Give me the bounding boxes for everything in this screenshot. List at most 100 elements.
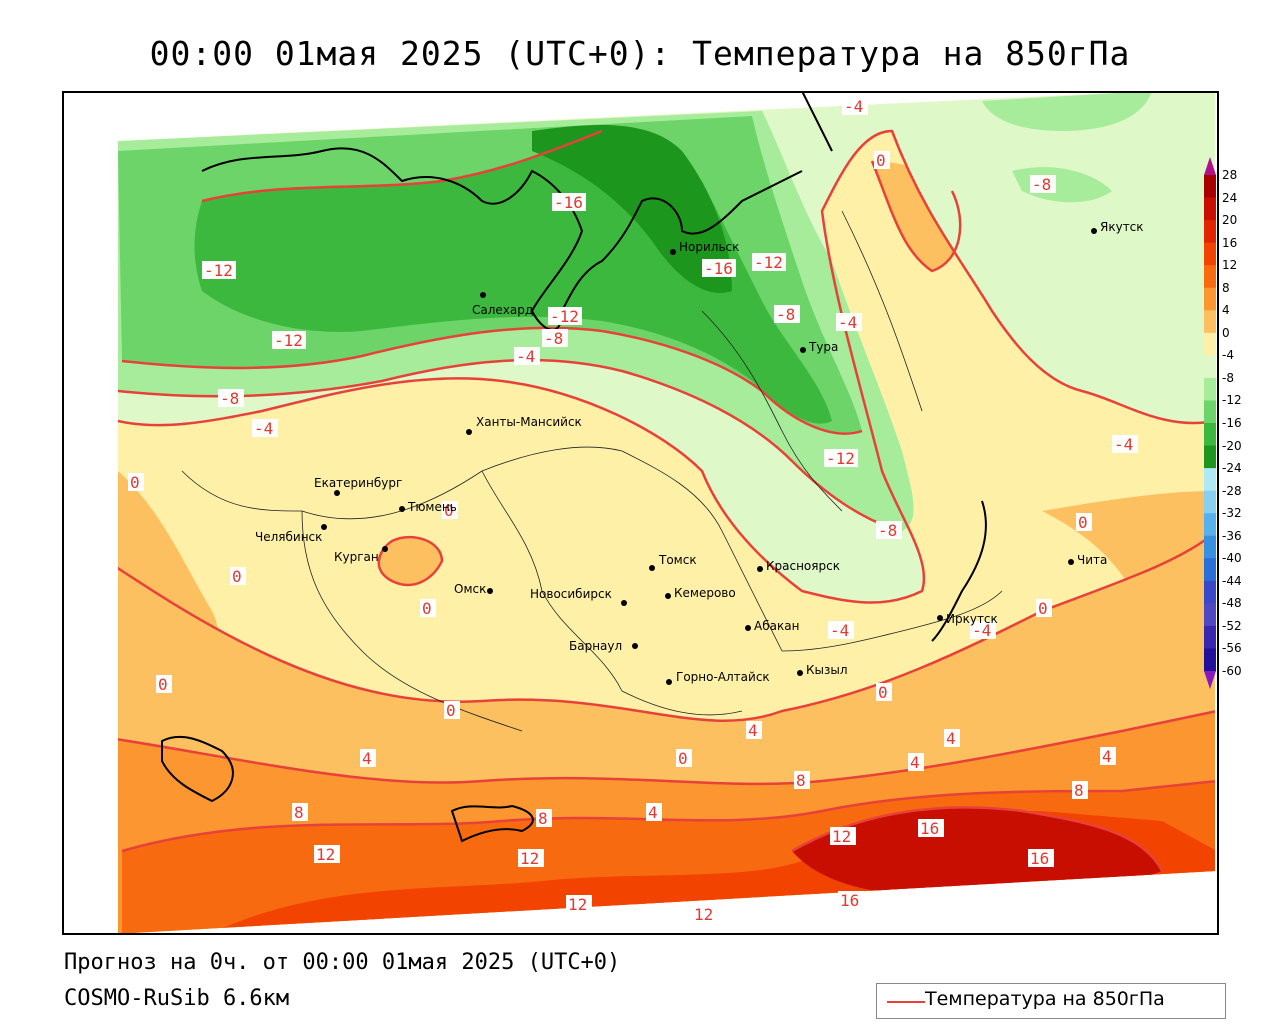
isoline-label: -16 — [702, 259, 736, 278]
svg-text:-8: -8 — [1032, 175, 1051, 194]
isoline-label: -12 — [548, 307, 582, 326]
svg-text:16: 16 — [840, 891, 859, 910]
city-norilsk: Норильск — [670, 240, 739, 255]
svg-text:0: 0 — [130, 473, 140, 492]
city-kyzyl: Кызыл — [797, 663, 848, 677]
isoline-label: 12 — [830, 827, 856, 846]
svg-text:8: 8 — [294, 803, 304, 822]
colorbar-tick-label: -48 — [1222, 596, 1242, 611]
legend-line — [887, 1001, 925, 1003]
svg-text:0: 0 — [1078, 513, 1088, 532]
isoline-label: 12 — [692, 905, 718, 924]
city-abakan: Абакан — [745, 619, 799, 633]
svg-text:-12: -12 — [826, 449, 855, 468]
svg-text:-8: -8 — [220, 389, 239, 408]
isoline-label: -4 — [1112, 435, 1138, 454]
cities: Якутск Норильск Салехард Тура Ханты-Манс… — [255, 220, 1144, 685]
svg-text:Омск: Омск — [454, 582, 486, 596]
city-kurgan: Курган — [334, 546, 388, 564]
svg-text:-4: -4 — [838, 313, 857, 332]
isoline-label: -4 — [842, 97, 868, 116]
svg-text:Екатеринбург: Екатеринбург — [314, 476, 402, 490]
isoline-label: 0 — [1076, 513, 1092, 532]
svg-text:16: 16 — [1030, 849, 1049, 868]
svg-text:Салехард: Салехард — [472, 303, 533, 317]
svg-text:12: 12 — [694, 905, 713, 924]
isoline-label: 0 — [874, 151, 890, 170]
colorbar-cell — [1204, 648, 1216, 672]
svg-text:0: 0 — [678, 749, 688, 768]
isoline-label: 8 — [794, 771, 810, 790]
colorbar-cell — [1204, 558, 1216, 582]
colorbar-cell — [1204, 332, 1216, 356]
svg-text:-16: -16 — [704, 259, 733, 278]
colorbar-cell — [1204, 220, 1216, 244]
colorbar-cell — [1204, 197, 1216, 221]
isoline-label: -8 — [774, 305, 800, 324]
svg-text:Курган: Курган — [334, 550, 379, 564]
isoline-label: -4 — [828, 621, 854, 640]
svg-text:0: 0 — [422, 599, 432, 618]
model-info: COSMO-RuSib 6.6км — [64, 986, 290, 1011]
svg-text:8: 8 — [796, 771, 806, 790]
svg-text:Горно-Алтайск: Горно-Алтайск — [676, 670, 770, 684]
isoline-label: 4 — [646, 803, 662, 822]
city-novosibirsk: Новосибирск — [530, 587, 627, 606]
svg-text:0: 0 — [878, 683, 888, 702]
city-yakutsk: Якутск — [1091, 220, 1144, 234]
temperature-map: -4 0 -8 -16 -12 -16 -12 -12 -12 -8 -8 -4… — [62, 91, 1217, 933]
city-khanty-mansiysk: Ханты-Мансийск — [466, 415, 582, 435]
colorbar-cell — [1204, 287, 1216, 311]
isoline-label: -4 — [970, 621, 996, 640]
svg-text:4: 4 — [910, 753, 920, 772]
colorbar-cell — [1204, 580, 1216, 604]
colorbar-tick-label: -36 — [1222, 528, 1242, 543]
svg-text:Тура: Тура — [808, 340, 838, 354]
colorbar-tick-label: 28 — [1222, 168, 1238, 182]
colorbar-tick-label: -56 — [1222, 641, 1242, 656]
colorbar — [1200, 157, 1220, 691]
colorbar-tick-label: -24 — [1222, 461, 1242, 476]
colorbar-cell — [1204, 400, 1216, 424]
isoline-label: 8 — [536, 809, 552, 828]
isoline-label: 4 — [908, 753, 924, 772]
city-tura: Тура — [800, 340, 838, 354]
isoline-label: 0 — [444, 701, 460, 720]
isoline-label: -12 — [752, 253, 786, 272]
isoline-label: -4 — [514, 347, 540, 366]
colorbar-cell — [1204, 175, 1216, 199]
colorbar-cell — [1204, 310, 1216, 334]
city-tyumen: Тюмень — [399, 500, 457, 514]
map-title: 00:00 01мая 2025 (UTC+0): Температура на… — [149, 34, 1131, 73]
isoline-label: 16 — [1028, 849, 1054, 868]
colorbar-cell — [1204, 242, 1216, 266]
colorbar-tick-label: 24 — [1222, 190, 1238, 205]
colorbar-tick-label: 8 — [1222, 280, 1230, 295]
colorbar-tick-label: -12 — [1222, 393, 1242, 408]
svg-text:16: 16 — [920, 819, 939, 838]
colorbar-tick-label: 4 — [1222, 303, 1230, 318]
colorbar-tick-label: -52 — [1222, 618, 1242, 633]
svg-text:8: 8 — [538, 809, 548, 828]
isoline-label: 0 — [676, 749, 692, 768]
svg-text:12: 12 — [832, 827, 851, 846]
city-kemerovo: Кемерово — [665, 586, 736, 600]
city-chelyabinsk: Челябинск — [255, 524, 327, 544]
svg-text:-4: -4 — [1114, 435, 1133, 454]
svg-text:-12: -12 — [274, 331, 303, 350]
svg-text:-16: -16 — [554, 193, 583, 212]
colorbar-tick-label: -44 — [1222, 573, 1242, 588]
svg-text:-8: -8 — [544, 329, 563, 348]
isoline-label: 8 — [292, 803, 308, 822]
isoline-label: 4 — [360, 749, 376, 768]
isoline-label: -12 — [272, 331, 306, 350]
isoline-labels: -4 0 -8 -16 -12 -16 -12 -12 -12 -8 -8 -4… — [128, 97, 1138, 924]
svg-text:Чита: Чита — [1077, 553, 1107, 567]
isoline-label: 4 — [1100, 747, 1116, 766]
colorbar-tick-label: -16 — [1222, 416, 1242, 430]
colorbar-cell — [1204, 423, 1216, 447]
city-ekaterinburg: Екатеринбург — [314, 476, 402, 496]
svg-text:0: 0 — [1038, 599, 1048, 618]
isoline-label: -12 — [824, 449, 858, 468]
svg-text:Томск: Томск — [658, 553, 697, 567]
